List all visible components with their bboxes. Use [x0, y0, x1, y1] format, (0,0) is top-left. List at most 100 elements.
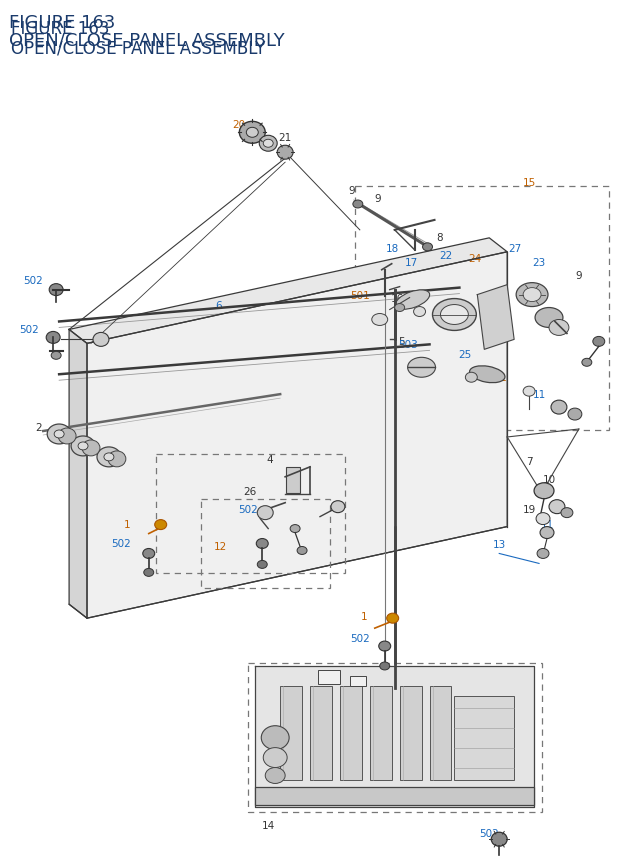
Bar	[248, 663, 542, 813]
Ellipse shape	[46, 332, 60, 344]
Text: 4: 4	[267, 455, 273, 464]
Text: 5: 5	[398, 337, 405, 347]
Text: 16: 16	[391, 294, 404, 303]
Ellipse shape	[246, 128, 259, 138]
Ellipse shape	[396, 290, 429, 310]
Text: 503: 503	[397, 340, 417, 350]
Bar	[318, 670, 340, 684]
Text: 1: 1	[124, 519, 130, 529]
Ellipse shape	[534, 483, 554, 499]
Text: 26: 26	[244, 486, 257, 496]
Text: 502: 502	[19, 325, 39, 335]
Ellipse shape	[422, 244, 433, 251]
Ellipse shape	[263, 140, 273, 148]
Text: 24: 24	[468, 253, 482, 263]
Text: FIGURE 163: FIGURE 163	[12, 20, 110, 38]
Ellipse shape	[395, 304, 404, 313]
Text: 18: 18	[386, 244, 399, 253]
Ellipse shape	[144, 569, 154, 577]
Ellipse shape	[82, 441, 100, 456]
Ellipse shape	[536, 513, 550, 525]
Text: 22: 22	[439, 251, 452, 261]
Ellipse shape	[372, 314, 388, 326]
Ellipse shape	[155, 520, 166, 530]
Text: 1: 1	[360, 611, 367, 622]
Text: 9: 9	[349, 186, 355, 195]
Bar	[340, 686, 362, 781]
Text: 13: 13	[493, 539, 506, 548]
Ellipse shape	[549, 320, 569, 336]
Text: 11: 11	[253, 127, 267, 136]
Ellipse shape	[379, 641, 390, 651]
Text: 12: 12	[214, 542, 227, 552]
Text: 502: 502	[479, 828, 499, 839]
Text: 2: 2	[35, 423, 42, 432]
Ellipse shape	[261, 726, 289, 750]
Polygon shape	[69, 238, 507, 344]
Text: 25: 25	[459, 350, 472, 360]
Text: 501: 501	[487, 373, 507, 383]
Ellipse shape	[593, 337, 605, 347]
Ellipse shape	[93, 333, 109, 347]
Ellipse shape	[440, 305, 468, 325]
Bar	[156, 455, 345, 573]
Ellipse shape	[51, 352, 61, 360]
Text: 21: 21	[278, 133, 292, 143]
Ellipse shape	[78, 443, 88, 450]
Bar	[280, 686, 302, 781]
Ellipse shape	[353, 201, 363, 208]
Ellipse shape	[492, 833, 507, 846]
Ellipse shape	[143, 548, 155, 559]
Ellipse shape	[413, 307, 426, 317]
Text: 502: 502	[111, 538, 131, 548]
Text: 3: 3	[60, 435, 67, 444]
Ellipse shape	[549, 500, 565, 514]
Text: 11: 11	[540, 519, 554, 529]
Ellipse shape	[259, 136, 277, 152]
Ellipse shape	[108, 451, 126, 468]
Bar	[350, 676, 366, 686]
Ellipse shape	[263, 747, 287, 768]
Text: 19: 19	[522, 504, 536, 514]
Text: 27: 27	[509, 244, 522, 253]
Ellipse shape	[540, 527, 554, 539]
Ellipse shape	[561, 508, 573, 518]
Text: 502: 502	[24, 276, 43, 285]
Text: 7: 7	[526, 456, 532, 467]
Ellipse shape	[470, 367, 505, 383]
Text: OPEN/CLOSE PANEL ASSEMBLY: OPEN/CLOSE PANEL ASSEMBLY	[12, 40, 266, 58]
Ellipse shape	[516, 283, 548, 307]
Ellipse shape	[47, 424, 71, 444]
Text: OPEN/CLOSE PANEL ASSEMBLY: OPEN/CLOSE PANEL ASSEMBLY	[10, 32, 285, 50]
Ellipse shape	[387, 614, 399, 623]
Bar	[286, 468, 300, 493]
Ellipse shape	[277, 146, 293, 160]
Bar	[429, 686, 451, 781]
Ellipse shape	[97, 448, 121, 468]
Ellipse shape	[290, 525, 300, 533]
Ellipse shape	[104, 454, 114, 461]
Ellipse shape	[257, 561, 268, 569]
Text: 14: 14	[262, 821, 275, 830]
Ellipse shape	[523, 387, 535, 397]
Ellipse shape	[551, 400, 567, 415]
Ellipse shape	[257, 506, 273, 520]
Bar	[370, 686, 392, 781]
Polygon shape	[87, 252, 507, 618]
Ellipse shape	[537, 548, 549, 559]
Text: 2: 2	[88, 444, 94, 455]
Text: 10: 10	[543, 474, 556, 484]
Bar	[200, 499, 330, 589]
Ellipse shape	[54, 430, 64, 438]
Ellipse shape	[265, 768, 285, 784]
Bar	[399, 686, 422, 781]
Ellipse shape	[297, 547, 307, 554]
Ellipse shape	[71, 437, 95, 456]
Text: 23: 23	[532, 257, 546, 268]
Text: 502: 502	[239, 504, 258, 514]
Ellipse shape	[523, 288, 541, 302]
Ellipse shape	[380, 662, 390, 670]
Text: 8: 8	[436, 232, 443, 243]
Ellipse shape	[535, 308, 563, 328]
Ellipse shape	[331, 501, 345, 513]
